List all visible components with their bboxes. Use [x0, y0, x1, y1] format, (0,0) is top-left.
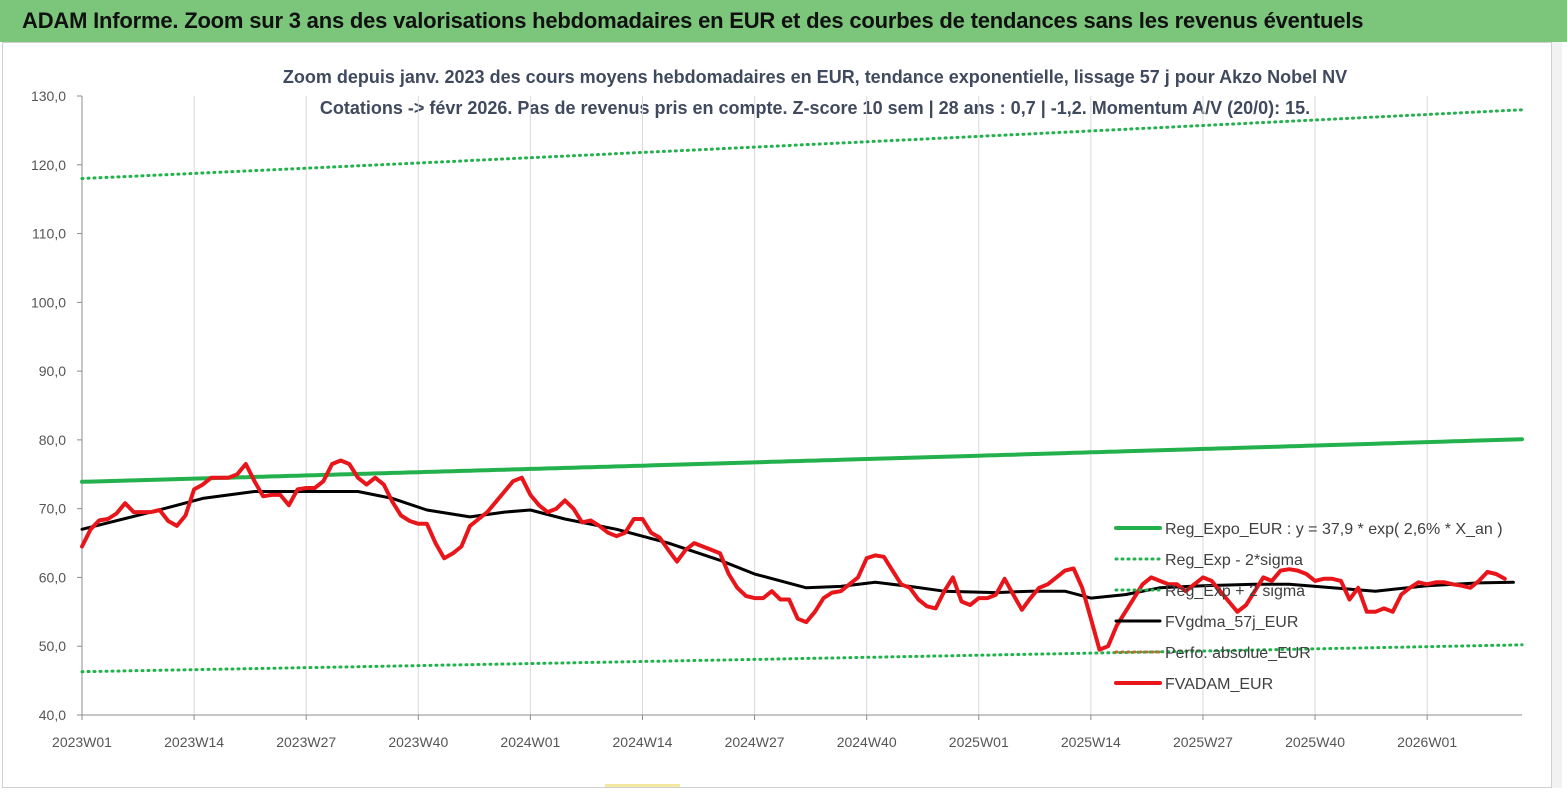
- y-tick-label: 50,0: [39, 638, 66, 654]
- x-tick-label: 2023W01: [52, 734, 112, 750]
- x-tick-label: 2023W14: [164, 734, 224, 750]
- legend-entry: Reg_Exp + 2 sigma: [1165, 583, 1305, 600]
- x-tick-label: 2025W40: [1285, 734, 1345, 750]
- title-banner: ADAM Informe. Zoom sur 3 ans des valoris…: [0, 0, 1567, 42]
- reg-expo-line: [80, 437, 1524, 484]
- y-tick-label: 70,0: [39, 501, 66, 517]
- y-tick-label: 130,0: [31, 88, 66, 104]
- y-tick-label: 90,0: [39, 363, 66, 379]
- chart-title-line2: Cotations -> févr 2026. Pas de revenus p…: [319, 98, 1311, 118]
- x-tick-label: 2024W40: [837, 734, 897, 750]
- legend-entry: FVADAM_EUR: [1165, 676, 1273, 693]
- y-tick-label: 40,0: [39, 707, 66, 723]
- reg-plus-2sigma-line: [80, 108, 1524, 180]
- x-tick-label: 2026W01: [1397, 734, 1457, 750]
- page-title: ADAM Informe. Zoom sur 3 ans des valoris…: [22, 8, 1364, 33]
- y-tick-label: 80,0: [39, 432, 66, 448]
- x-tick-label: 2025W27: [1173, 734, 1233, 750]
- legend-entry: FVgdma_57j_EUR: [1165, 614, 1298, 631]
- legend-entry: Reg_Exp - 2*sigma: [1165, 552, 1303, 569]
- y-tick-label: 100,0: [31, 294, 66, 310]
- legend-entry: Perfo. absolue_EUR: [1165, 645, 1311, 662]
- fvadam-line: [80, 458, 1507, 652]
- y-tick-label: 120,0: [31, 157, 66, 173]
- reg-minus-2sigma-line: [80, 643, 1524, 674]
- legend-entry: Reg_Expo_EUR : y = 37,9 * exp( 2,6% * X_…: [1165, 521, 1503, 538]
- sheet-tab-indicator: [605, 784, 680, 787]
- x-tick-label: 2024W27: [725, 734, 785, 750]
- x-tick-label: 2024W01: [500, 734, 560, 750]
- x-tick-label: 2025W01: [949, 734, 1009, 750]
- x-tick-label: 2023W40: [388, 734, 448, 750]
- vertical-scrollbar[interactable]: [1551, 42, 1562, 788]
- fvgdma-57j-line: [80, 490, 1515, 600]
- x-tick-label: 2025W14: [1061, 734, 1121, 750]
- y-tick-label: 110,0: [32, 226, 66, 242]
- chart-title-line1: Zoom depuis janv. 2023 des cours moyens …: [282, 67, 1348, 87]
- y-tick-label: 60,0: [39, 569, 66, 585]
- x-tick-label: 2024W14: [613, 734, 673, 750]
- x-tick-label: 2023W27: [276, 734, 336, 750]
